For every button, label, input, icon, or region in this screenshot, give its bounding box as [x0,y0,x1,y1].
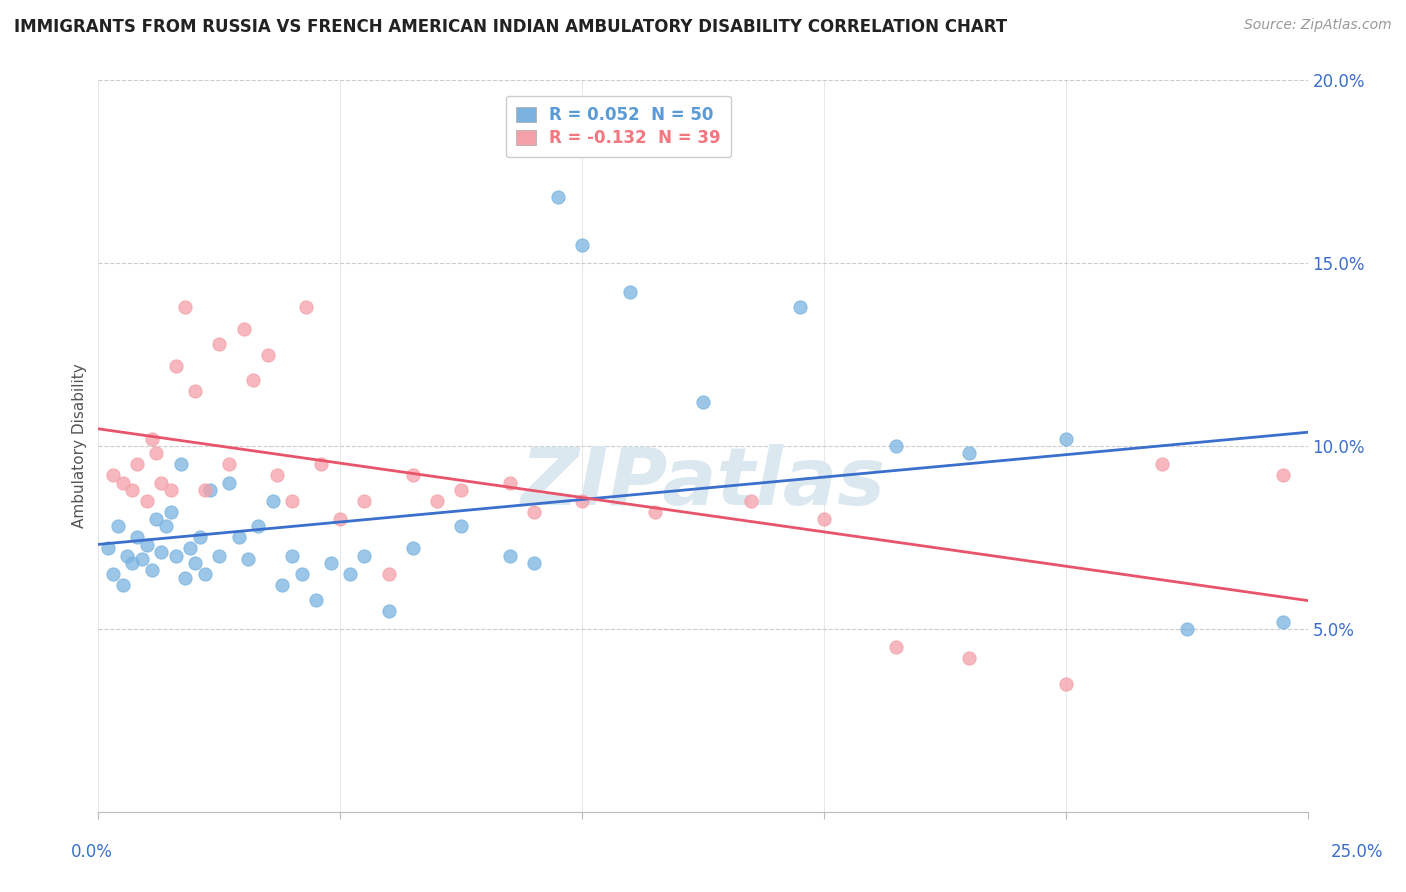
Point [145,446,167,460]
Text: 0.0%: 0.0% [70,843,112,861]
Point [228,530,250,544]
Point [1272,468,1295,483]
Point [886,640,908,655]
Point [155,519,177,533]
Point [101,468,124,483]
Point [571,494,593,508]
Point [523,556,546,570]
Legend: R = 0.052  N = 50, R = -0.132  N = 39: R = 0.052 N = 50, R = -0.132 N = 39 [506,96,731,157]
Point [127,530,149,544]
Point [179,541,201,556]
Point [174,300,197,314]
Point [305,592,328,607]
Point [165,549,187,563]
Point [1054,676,1077,690]
Text: ZIPatlas: ZIPatlas [520,443,886,522]
Point [957,446,980,460]
Point [169,457,191,471]
Point [194,567,217,582]
Text: 25.0%: 25.0% [1330,843,1384,861]
Point [184,556,207,570]
Point [150,545,173,559]
Point [426,494,449,508]
Point [353,494,375,508]
Point [329,512,352,526]
Point [218,457,240,471]
Point [121,556,143,570]
Point [135,494,157,508]
Point [644,505,666,519]
Point [377,567,399,582]
Point [1054,432,1077,446]
Text: IMMIGRANTS FROM RUSSIA VS FRENCH AMERICAN INDIAN AMBULATORY DISABILITY CORRELATI: IMMIGRANTS FROM RUSSIA VS FRENCH AMERICA… [14,18,1007,36]
Point [188,530,211,544]
Text: Source: ZipAtlas.com: Source: ZipAtlas.com [1244,18,1392,32]
Y-axis label: Ambulatory Disability: Ambulatory Disability [72,364,87,528]
Point [281,494,304,508]
Point [165,359,187,373]
Point [247,519,270,533]
Point [619,285,641,300]
Point [232,322,254,336]
Point [1175,622,1198,636]
Point [184,384,207,398]
Point [131,552,153,566]
Point [198,483,221,497]
Point [571,238,593,252]
Point [339,567,361,582]
Point [271,578,294,592]
Point [107,519,129,533]
Point [208,336,231,351]
Point [740,494,762,508]
Point [111,578,134,592]
Point [194,483,217,497]
Point [256,347,278,362]
Point [266,468,288,483]
Point [121,483,143,497]
Point [377,603,399,617]
Point [523,505,546,519]
Point [789,300,811,314]
Point [262,494,284,508]
Point [242,373,264,387]
Point [886,439,908,453]
Point [1152,457,1174,471]
Point [957,651,980,665]
Point [692,395,714,409]
Point [813,512,835,526]
Point [290,567,312,582]
Point [498,475,520,490]
Point [402,468,425,483]
Point [547,190,569,204]
Point [127,457,149,471]
Point [1272,615,1295,629]
Point [450,519,472,533]
Point [145,512,167,526]
Point [141,432,163,446]
Point [101,567,124,582]
Point [353,549,375,563]
Point [218,475,240,490]
Point [402,541,425,556]
Point [111,475,134,490]
Point [97,541,120,556]
Point [281,549,304,563]
Point [160,505,183,519]
Point [160,483,183,497]
Point [450,483,472,497]
Point [208,549,231,563]
Point [309,457,332,471]
Point [319,556,342,570]
Point [498,549,520,563]
Point [141,563,163,577]
Point [238,552,260,566]
Point [150,475,173,490]
Point [135,538,157,552]
Point [174,571,197,585]
Point [295,300,318,314]
Point [117,549,139,563]
